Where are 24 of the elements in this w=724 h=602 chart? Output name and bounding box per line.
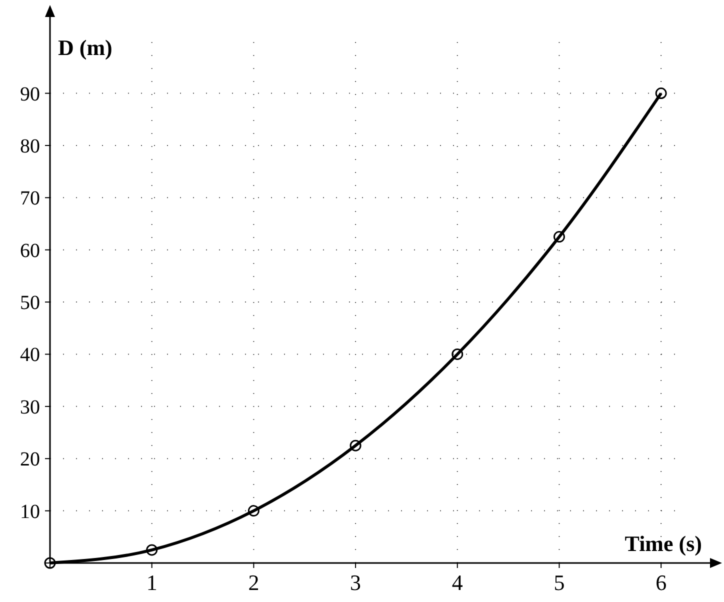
point xyxy=(452,348,464,360)
point xyxy=(44,557,56,569)
point xyxy=(655,88,667,100)
y-tick-label: 50 xyxy=(20,292,40,314)
point xyxy=(146,544,158,556)
point xyxy=(248,505,260,517)
x-tick-label: 1 xyxy=(146,570,158,595)
x-tick-label: 6 xyxy=(656,570,667,595)
x-tick-label: 3 xyxy=(350,570,362,595)
x-axis-title: Time (s) xyxy=(624,531,702,556)
y-tick-label: 10 xyxy=(20,500,40,523)
y-tick-label: 20 xyxy=(20,448,40,471)
point xyxy=(553,231,565,243)
y-axis-title: D (m) xyxy=(58,35,112,60)
y-tick-label: 40 xyxy=(20,344,40,366)
y-tick-label: 80 xyxy=(20,135,40,158)
y-tick-label: 60 xyxy=(20,240,40,262)
y-tick-label: 70 xyxy=(20,188,40,210)
x-tick-label: 2 xyxy=(248,570,260,595)
y-tick-label: 30 xyxy=(20,396,40,418)
y-tick-label: 90 xyxy=(20,83,40,106)
x-tick-label: 4 xyxy=(452,570,463,595)
x-tick-label: 5 xyxy=(554,570,565,595)
point xyxy=(350,440,362,452)
